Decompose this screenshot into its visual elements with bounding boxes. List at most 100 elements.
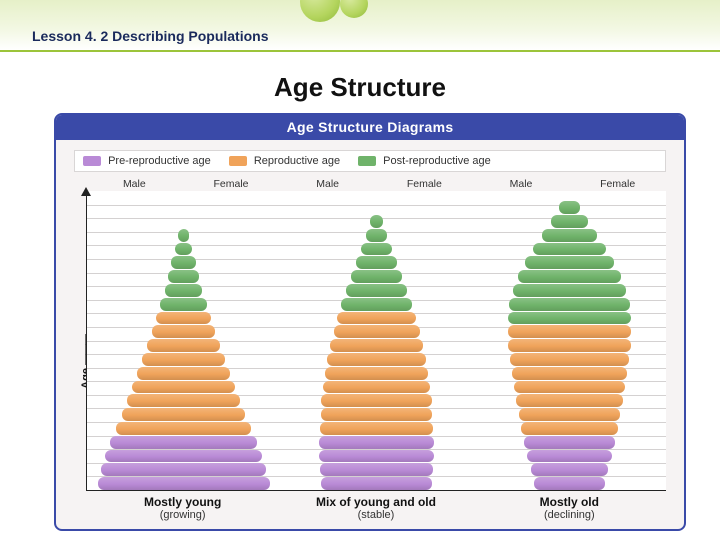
figure-header: Age Structure Diagrams [56, 115, 684, 140]
male-female-header-row: MaleFemaleMaleFemaleMaleFemale [86, 178, 666, 190]
band-female [377, 436, 435, 449]
band-male [321, 477, 376, 490]
band-male [551, 215, 570, 228]
band-female [570, 450, 612, 463]
band-male [559, 201, 569, 214]
band-male [508, 339, 569, 352]
band-female [377, 477, 432, 490]
band-female [570, 284, 627, 297]
band-female [570, 256, 615, 269]
band-female [377, 243, 392, 256]
band-male [512, 367, 570, 380]
band-female [184, 298, 207, 311]
caption-title: Mix of young and old [279, 495, 472, 509]
age-band [516, 394, 623, 407]
age-band [518, 270, 621, 283]
band-male [518, 270, 570, 283]
band-male [137, 367, 183, 380]
legend: Pre-reproductive age Reproductive age Po… [74, 150, 666, 172]
band-male [510, 353, 569, 366]
band-male [116, 422, 183, 435]
age-band [171, 256, 195, 269]
band-female [377, 408, 433, 421]
band-female [184, 422, 251, 435]
swatch-rep-icon [229, 156, 247, 166]
age-band [321, 394, 431, 407]
band-female [570, 201, 580, 214]
band-female [184, 463, 267, 476]
age-band [531, 463, 608, 476]
age-band [527, 450, 611, 463]
band-female [570, 215, 589, 228]
caption-sub: (growing) [86, 509, 279, 521]
band-female [377, 229, 387, 242]
band-female [184, 270, 199, 283]
band-male [319, 450, 377, 463]
band-male [98, 477, 184, 490]
caption-title: Mostly young [86, 495, 279, 509]
swatch-pre-icon [83, 156, 101, 166]
band-male [171, 256, 183, 269]
band-female [184, 229, 189, 242]
age-band [512, 367, 627, 380]
band-male [178, 229, 183, 242]
band-female [184, 477, 270, 490]
age-band [559, 201, 580, 214]
column-header: Female [569, 178, 666, 190]
age-band [152, 325, 216, 338]
age-band [132, 381, 235, 394]
age-band [319, 436, 434, 449]
legend-label-rep: Reproductive age [254, 155, 340, 167]
top-banner: Lesson 4. 2 Describing Populations [0, 0, 720, 52]
band-male [341, 298, 376, 311]
band-male [513, 284, 570, 297]
band-male [160, 298, 183, 311]
band-female [377, 381, 430, 394]
band-female [184, 381, 236, 394]
lesson-title: Lesson 4. 2 Describing Populations [32, 28, 269, 44]
band-male [101, 463, 184, 476]
age-band [319, 450, 434, 463]
band-male [533, 243, 569, 256]
band-female [570, 298, 630, 311]
band-female [184, 339, 220, 352]
band-male [366, 229, 376, 242]
age-band [110, 436, 256, 449]
band-male [356, 256, 377, 269]
band-male [132, 381, 184, 394]
band-male [508, 312, 570, 325]
band-female [377, 353, 426, 366]
band-female [377, 422, 434, 435]
column-header: Male [86, 178, 183, 190]
band-male [346, 284, 377, 297]
band-female [570, 229, 598, 242]
age-band [337, 312, 416, 325]
band-male [320, 463, 377, 476]
band-male [321, 394, 376, 407]
age-band [156, 312, 211, 325]
band-female [570, 312, 632, 325]
age-band [116, 422, 250, 435]
page-title: Age Structure [0, 72, 720, 103]
age-band [551, 215, 589, 228]
age-band [327, 353, 425, 366]
age-band [508, 312, 632, 325]
legend-label-pre: Pre-reproductive age [108, 155, 211, 167]
age-band [346, 284, 408, 297]
age-band [320, 422, 434, 435]
age-band [534, 477, 605, 490]
band-female [377, 215, 383, 228]
band-male [524, 436, 570, 449]
column-header: Female [183, 178, 280, 190]
age-band [122, 408, 246, 421]
band-female [570, 325, 632, 338]
pyramid [280, 191, 473, 490]
band-male [514, 381, 570, 394]
age-band [98, 477, 270, 490]
band-male [325, 367, 377, 380]
band-female [570, 394, 623, 407]
band-female [184, 256, 196, 269]
age-band [175, 243, 192, 256]
band-male [508, 325, 570, 338]
band-female [377, 450, 435, 463]
